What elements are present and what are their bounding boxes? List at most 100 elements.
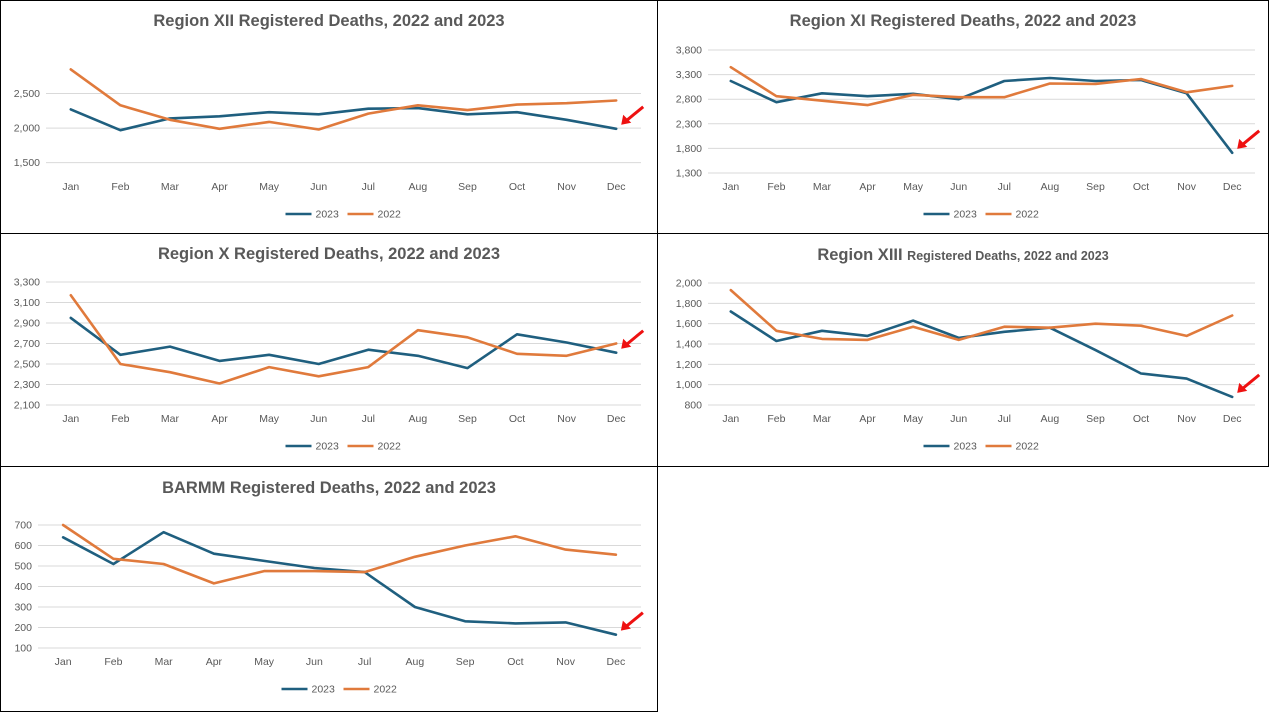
chart-title-main: BARMM Registered Deaths, 2022 and 2023: [162, 479, 496, 497]
x-tick-label: Nov: [556, 656, 575, 668]
x-tick-label: Oct: [509, 413, 525, 425]
x-tick-label: Jan: [62, 181, 79, 193]
x-tick-label: May: [254, 656, 275, 668]
x-tick-label: Aug: [409, 181, 428, 193]
x-tick-label: Feb: [767, 413, 785, 425]
y-tick-label: 2,000: [14, 123, 40, 135]
chart-title-sub: Registered Deaths, 2022 and 2023: [907, 249, 1109, 263]
y-tick-label: 700: [14, 520, 32, 532]
y-tick-label: 3,300: [676, 69, 702, 81]
annotation-arrow-head: [621, 114, 632, 125]
legend-label-2023: 2023: [316, 209, 340, 221]
x-tick-label: Dec: [607, 181, 626, 193]
x-tick-label: Apr: [859, 181, 876, 193]
x-tick-label: Feb: [767, 181, 785, 193]
chart-title-main: Region X Registered Deaths, 2022 and 202…: [157, 245, 501, 263]
y-tick-label: 2,300: [676, 118, 702, 130]
annotation-arrow: [621, 329, 645, 349]
legend-label-2022: 2022: [1016, 209, 1040, 221]
x-tick-label: Feb: [104, 656, 122, 668]
annotation-arrow-shaft: [625, 329, 645, 346]
y-tick-label: 1,500: [14, 157, 40, 169]
x-tick-label: Sep: [458, 181, 477, 193]
annotation-arrow-head: [1237, 382, 1248, 393]
chart-title: Region XI Registered Deaths, 2022 and 20…: [658, 12, 1268, 31]
series-line-2022: [729, 288, 1234, 342]
x-tick-label: Nov: [1177, 413, 1196, 425]
x-tick-label: Sep: [458, 413, 477, 425]
y-tick-label: 2,800: [676, 94, 702, 106]
x-tick-label: Jan: [722, 181, 739, 193]
line-chart-region-x: 2,100 2,300 2,500 2,700 2,900 3,100 3,300 Jan Fe…: [14, 277, 645, 453]
annotation-arrow-shaft: [625, 105, 645, 122]
legend-label-2023: 2023: [312, 684, 336, 696]
x-tick-label: Nov: [557, 181, 576, 193]
annotation-arrow-head: [620, 620, 631, 631]
x-tick-label: Jun: [950, 413, 967, 425]
y-tick-label: 500: [14, 561, 32, 573]
x-tick-label: Dec: [1223, 181, 1242, 193]
legend-label-2022: 2022: [1016, 441, 1040, 453]
x-tick-label: Mar: [161, 413, 180, 425]
annotation-arrow: [1237, 129, 1261, 149]
y-tick-label: 100: [14, 643, 32, 655]
x-tick-label: Jul: [358, 656, 371, 668]
x-tick-label: Dec: [607, 656, 626, 668]
series-line-2023: [69, 316, 618, 370]
x-tick-label: May: [903, 181, 924, 193]
x-tick-label: Sep: [1086, 181, 1105, 193]
x-tick-label: Aug: [409, 413, 428, 425]
series-line-2022: [69, 68, 618, 131]
x-tick-label: Dec: [1223, 413, 1242, 425]
y-tick-label: 3,800: [676, 45, 702, 57]
x-tick-label: Apr: [211, 413, 228, 425]
y-tick-label: 2,500: [14, 88, 40, 100]
x-tick-label: Jul: [998, 413, 1011, 425]
annotation-arrow: [1237, 373, 1261, 393]
x-tick-label: Jul: [362, 413, 375, 425]
annotation-arrow-head: [621, 338, 632, 349]
legend-label-2023: 2023: [316, 441, 340, 453]
chart-panel-region-xi: Region XI Registered Deaths, 2022 and 20…: [657, 0, 1269, 234]
y-tick-label: 3,300: [14, 277, 40, 289]
x-tick-label: Jan: [55, 656, 72, 668]
y-tick-label: 1,800: [676, 143, 702, 155]
y-tick-label: 1,200: [676, 359, 702, 371]
series-line-2023: [729, 76, 1234, 155]
y-tick-label: 2,900: [14, 318, 40, 330]
chart-panel-region-xii: Region XII Registered Deaths, 2022 and 2…: [0, 0, 658, 234]
x-tick-label: Jul: [998, 181, 1011, 193]
annotation-arrow: [621, 105, 645, 125]
annotation-arrow-shaft: [1241, 373, 1261, 391]
y-tick-label: 2,700: [14, 338, 40, 350]
y-tick-label: 2,000: [676, 278, 702, 290]
x-tick-label: Nov: [557, 413, 576, 425]
x-tick-label: May: [903, 413, 924, 425]
x-tick-label: Jan: [62, 413, 79, 425]
y-tick-label: 2,500: [14, 359, 40, 371]
x-tick-label: Oct: [1133, 181, 1149, 193]
series-line-2022: [61, 523, 618, 585]
x-tick-label: Oct: [507, 656, 523, 668]
series-line-2023: [729, 310, 1234, 399]
y-tick-label: 800: [684, 400, 702, 412]
y-tick-label: 1,800: [676, 298, 702, 310]
y-tick-label: 1,000: [676, 379, 702, 391]
legend-label-2022: 2022: [374, 684, 398, 696]
series-line-2022: [729, 65, 1234, 107]
x-tick-label: Sep: [456, 656, 475, 668]
y-tick-label: 400: [14, 581, 32, 593]
y-tick-label: 600: [14, 540, 32, 552]
chart-panel-region-x: Region X Registered Deaths, 2022 and 202…: [0, 233, 658, 467]
legend-label-2022: 2022: [378, 209, 402, 221]
series-line-2023: [69, 106, 618, 132]
x-tick-label: Mar: [813, 181, 832, 193]
line-chart-region-xi: 1,300 1,800 2,300 2,800 3,300 3,800 Jan Feb Mar A…: [676, 45, 1261, 221]
y-tick-label: 1,300: [676, 168, 702, 180]
x-tick-label: Oct: [1133, 413, 1149, 425]
x-tick-label: Mar: [155, 656, 174, 668]
annotation-arrow: [620, 611, 644, 631]
x-tick-label: Mar: [161, 181, 180, 193]
line-chart-barmm: 100 200 300 400 500 600 700 Jan Feb Mar Apr May Jun J…: [14, 520, 644, 696]
chart-panel-barmm: BARMM Registered Deaths, 2022 and 2023 1…: [0, 466, 658, 712]
